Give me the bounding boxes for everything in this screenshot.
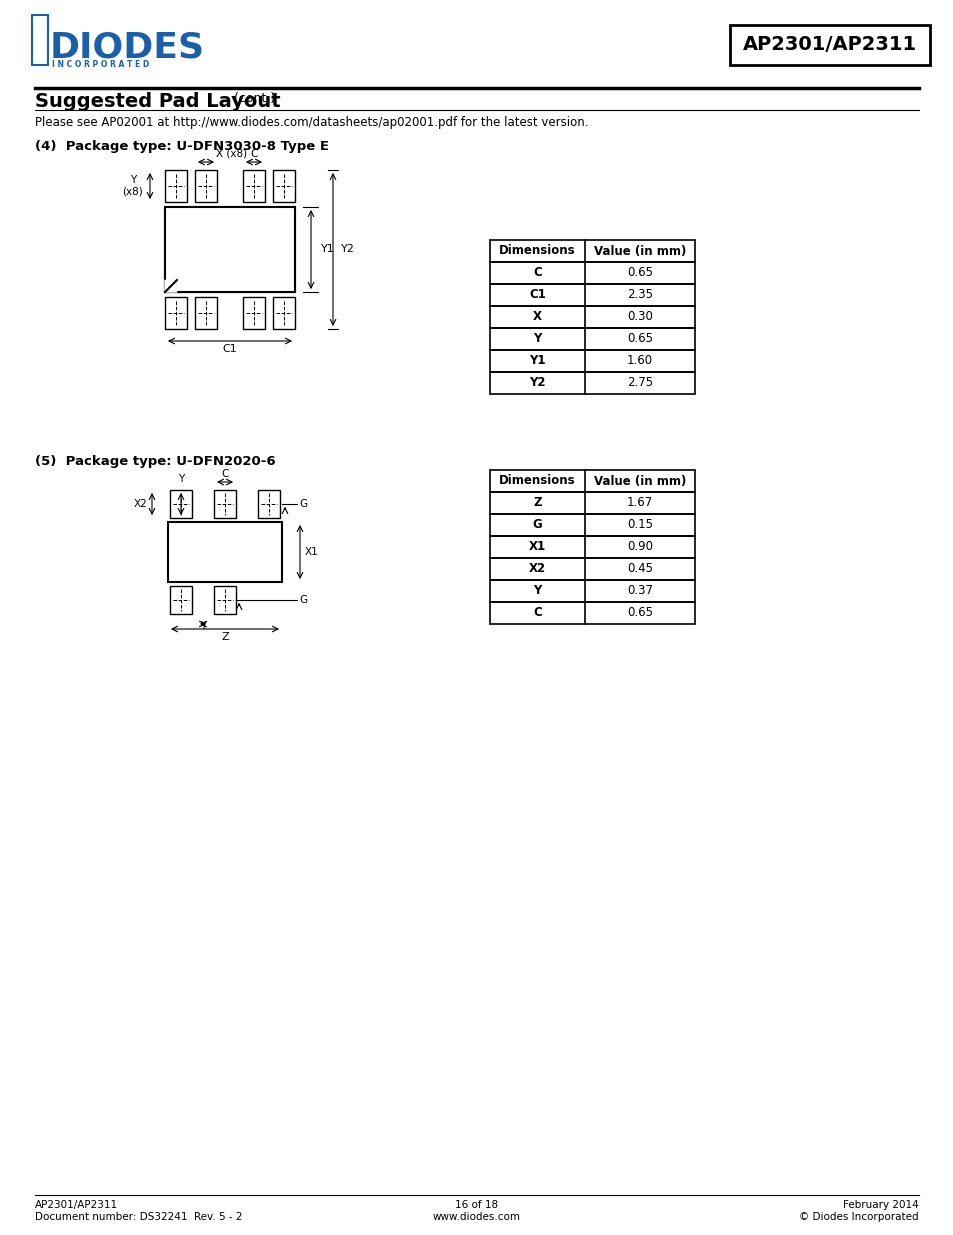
Bar — [165, 170, 187, 203]
Bar — [490, 262, 695, 284]
Bar — [490, 492, 695, 514]
Text: X2: X2 — [133, 499, 147, 509]
Text: C1: C1 — [529, 289, 545, 301]
Text: 2.35: 2.35 — [626, 289, 652, 301]
Text: Value (in mm): Value (in mm) — [593, 245, 685, 258]
Bar — [170, 490, 192, 517]
Text: Dimensions: Dimensions — [498, 474, 576, 488]
Bar — [490, 240, 695, 262]
Bar — [490, 558, 695, 580]
Text: 0.15: 0.15 — [626, 519, 652, 531]
Text: X1: X1 — [305, 547, 318, 557]
Text: C: C — [221, 469, 229, 479]
Text: 0.90: 0.90 — [626, 541, 652, 553]
Text: 0.30: 0.30 — [626, 310, 652, 324]
Text: Z: Z — [533, 496, 541, 510]
Text: Y: Y — [533, 584, 541, 598]
Text: DIODES: DIODES — [50, 30, 205, 64]
Text: Dimensions: Dimensions — [498, 245, 576, 258]
Text: I N C O R P O R A T E D: I N C O R P O R A T E D — [52, 61, 149, 69]
Text: (5)  Package type: U-DFN2020-6: (5) Package type: U-DFN2020-6 — [35, 454, 275, 468]
Bar — [243, 170, 265, 203]
Text: Please see AP02001 at http://www.diodes.com/datasheets/ap02001.pdf for the lates: Please see AP02001 at http://www.diodes.… — [35, 116, 588, 128]
Bar — [165, 207, 294, 291]
Bar — [273, 296, 294, 329]
Text: C: C — [533, 606, 541, 620]
Text: G: G — [298, 595, 307, 605]
Bar — [490, 350, 695, 372]
Text: AP2301/AP2311: AP2301/AP2311 — [742, 36, 916, 54]
Bar — [213, 585, 235, 614]
Text: 0.37: 0.37 — [626, 584, 652, 598]
Text: C1: C1 — [222, 345, 237, 354]
Text: C: C — [250, 149, 257, 159]
Polygon shape — [165, 280, 177, 291]
Text: Y: Y — [533, 332, 541, 346]
Text: 1.67: 1.67 — [626, 496, 653, 510]
Text: C: C — [533, 267, 541, 279]
Text: 0.65: 0.65 — [626, 332, 652, 346]
Bar — [194, 296, 216, 329]
Text: Y1: Y1 — [320, 245, 335, 254]
Bar — [194, 170, 216, 203]
Text: Y2: Y2 — [340, 245, 355, 254]
Text: Value (in mm): Value (in mm) — [593, 474, 685, 488]
Text: (4)  Package type: U-DFN3030-8 Type E: (4) Package type: U-DFN3030-8 Type E — [35, 140, 329, 153]
Bar — [490, 471, 695, 492]
Bar — [165, 296, 187, 329]
Bar — [490, 580, 695, 601]
Bar — [490, 536, 695, 558]
Text: X: X — [533, 310, 541, 324]
Text: Suggested Pad Layout: Suggested Pad Layout — [35, 91, 280, 111]
Bar — [257, 490, 280, 517]
Bar — [490, 329, 695, 350]
Text: X (x8): X (x8) — [215, 149, 247, 159]
Text: 2.75: 2.75 — [626, 377, 653, 389]
Bar — [729, 25, 929, 65]
Text: February 2014
© Diodes Incorporated: February 2014 © Diodes Incorporated — [799, 1200, 918, 1221]
Bar — [490, 284, 695, 306]
Text: 16 of 18
www.diodes.com: 16 of 18 www.diodes.com — [433, 1200, 520, 1221]
Text: Y2: Y2 — [529, 377, 545, 389]
Bar — [170, 585, 192, 614]
Text: Y
(x8): Y (x8) — [123, 175, 143, 196]
Text: G: G — [532, 519, 542, 531]
Bar — [32, 15, 48, 65]
Text: 0.65: 0.65 — [626, 606, 652, 620]
Bar — [168, 522, 282, 582]
Text: (cont.): (cont.) — [230, 91, 274, 105]
Bar — [273, 170, 294, 203]
Text: 1.60: 1.60 — [626, 354, 653, 368]
Bar — [490, 372, 695, 394]
Bar — [490, 514, 695, 536]
Text: G: G — [298, 499, 307, 509]
Bar — [165, 207, 294, 291]
Text: Z: Z — [221, 632, 229, 642]
Bar — [490, 306, 695, 329]
Text: Y1: Y1 — [529, 354, 545, 368]
Bar — [165, 207, 294, 291]
Bar — [213, 490, 235, 517]
Text: Y: Y — [177, 474, 184, 484]
Text: X2: X2 — [528, 562, 545, 576]
Text: 0.65: 0.65 — [626, 267, 652, 279]
Text: 0.45: 0.45 — [626, 562, 652, 576]
Text: Y: Y — [200, 621, 206, 631]
Bar — [243, 296, 265, 329]
Text: X1: X1 — [528, 541, 545, 553]
Text: AP2301/AP2311
Document number: DS32241  Rev. 5 - 2: AP2301/AP2311 Document number: DS32241 R… — [35, 1200, 242, 1221]
Bar — [490, 601, 695, 624]
